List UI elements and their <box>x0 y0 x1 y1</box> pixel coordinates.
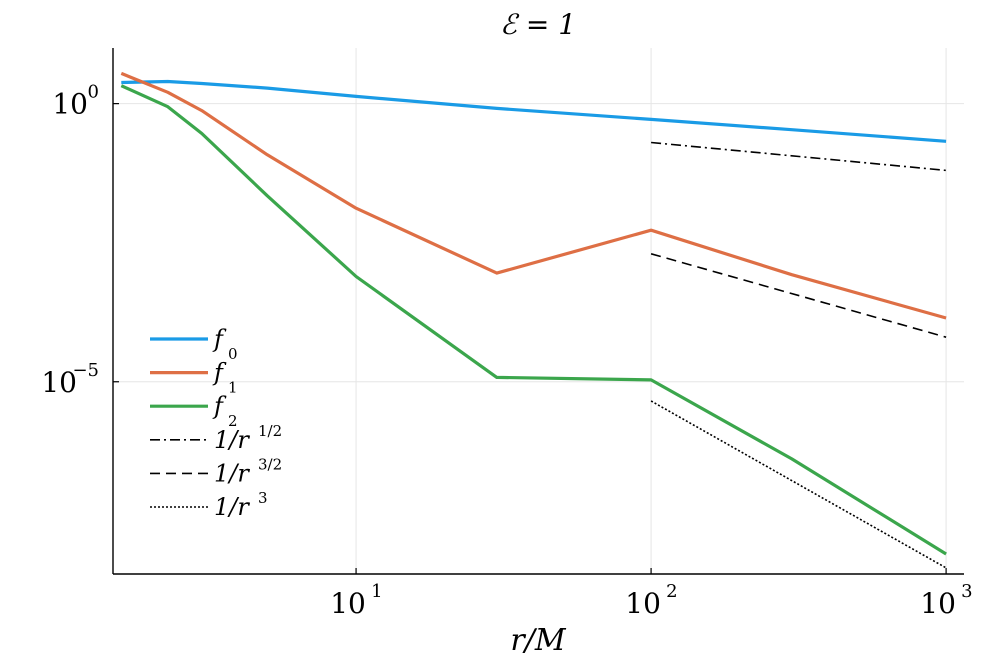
y-tick-exponent: −5 <box>72 360 99 381</box>
series-line-f0 <box>121 79 947 143</box>
legend-label: 1/r <box>214 493 250 521</box>
axes <box>112 48 964 575</box>
legend-label: 1/r <box>214 426 250 454</box>
chart-title: ℰ = 1 <box>500 8 576 41</box>
series-line-f2 <box>120 84 947 556</box>
series-line-f1 <box>120 71 947 320</box>
y-tick-exponent: 0 <box>88 82 99 103</box>
legend-label-superscript: 1/2 <box>258 422 282 440</box>
legend-label-superscript: 3/2 <box>258 455 282 473</box>
grid <box>113 48 964 574</box>
x-tick-exponent: 3 <box>961 581 972 602</box>
legend-label: 1/r <box>214 459 250 487</box>
legend-label-superscript: 3 <box>258 489 268 507</box>
y-tick-label: 10 <box>41 366 77 399</box>
y-tick-label: 10 <box>52 88 88 121</box>
x-tick-exponent: 2 <box>666 581 677 602</box>
series-layer <box>120 71 947 569</box>
legend-label-subscript: 1 <box>228 379 238 397</box>
legend-label-subscript: 2 <box>228 412 238 430</box>
series-line-1-r-3-2- <box>650 253 947 338</box>
x-tick-label: 10 <box>920 587 956 620</box>
x-tick-label: 10 <box>625 587 661 620</box>
series-line-1-r-3 <box>650 400 947 569</box>
x-tick-label: 10 <box>330 587 366 620</box>
series-line-1-r-1-2- <box>651 141 947 172</box>
x-tick-exponent: 1 <box>371 581 382 602</box>
x-axis-label: r/M <box>510 623 566 658</box>
legend-label-subscript: 0 <box>228 345 238 363</box>
